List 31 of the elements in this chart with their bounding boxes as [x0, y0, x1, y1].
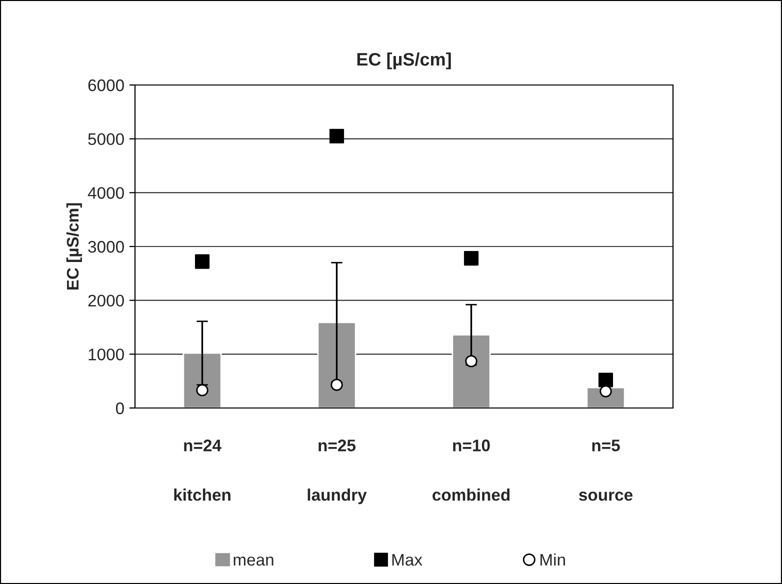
legend-label: mean: [234, 556, 274, 566]
bar: [317, 322, 356, 408]
bar: [452, 334, 491, 408]
text: n=10: [453, 440, 490, 452]
point: [464, 251, 479, 266]
legend-label: Min: [540, 553, 565, 566]
y-tick-label: 5000: [88, 133, 124, 146]
y-tick-label: 2000: [88, 294, 124, 307]
text: n=5: [592, 440, 620, 452]
y-axis-title: EC [µS/cm]: [66, 203, 82, 290]
point: [329, 128, 344, 144]
x-tick-label: source: [579, 492, 633, 501]
point: [465, 355, 478, 368]
x-tick-label: kitchen: [174, 488, 230, 501]
text: n=24: [184, 440, 222, 452]
y-tick-label: 1000: [88, 348, 124, 360]
point: [600, 385, 612, 398]
x-tick-label: combined: [432, 488, 510, 501]
text: n=25: [318, 440, 356, 452]
point: [330, 378, 343, 391]
point: [196, 384, 208, 396]
x-tick-label: laundry: [308, 488, 367, 504]
y-tick-label: 0: [116, 402, 124, 414]
y-tick-label: 3000: [88, 240, 124, 253]
legend-label: Max: [392, 554, 422, 566]
point: [598, 372, 614, 388]
bar: [182, 352, 222, 408]
point: [194, 254, 210, 269]
chart-title: EC [µS/cm]: [357, 52, 451, 70]
y-tick-label: 4000: [88, 187, 124, 199]
y-tick-label: 6000: [88, 79, 124, 92]
